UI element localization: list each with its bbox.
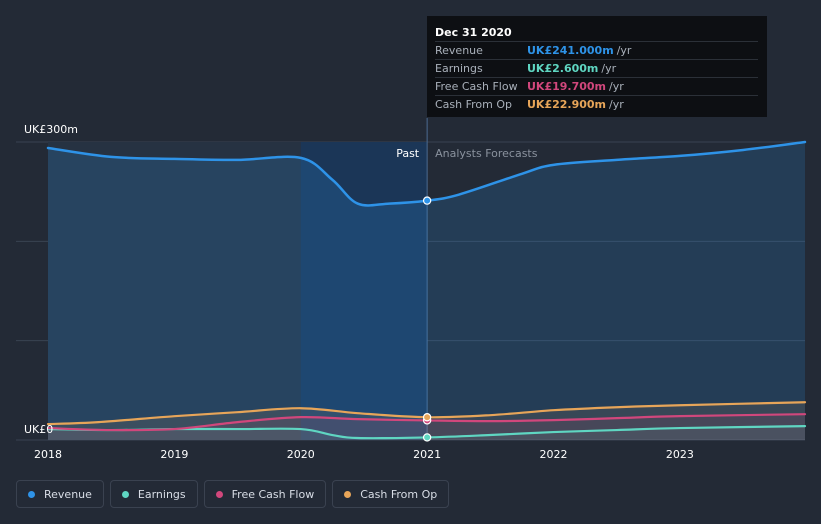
x-tick-label: 2019 xyxy=(160,448,188,461)
cash-from-op-line xyxy=(46,401,807,426)
revenue-line xyxy=(46,140,807,207)
tooltip-date: Dec 31 2020 xyxy=(435,26,512,39)
legend-item-revenue[interactable]: Revenue xyxy=(16,480,104,508)
tooltip-row: Cash From Op UK£22.900m/yr xyxy=(435,95,758,113)
chart-labels: UK£300m UK£0 2018 2019 2020 2021 2022 2023 Past A… xyxy=(24,123,694,461)
tooltip-row-name: Free Cash Flow xyxy=(435,80,518,93)
tooltip-row-unit: /yr xyxy=(601,62,617,75)
tooltip-row-value: UK£241.000m xyxy=(527,44,614,57)
tooltip-row-name: Revenue xyxy=(435,44,483,57)
highlight-band xyxy=(300,142,428,440)
hover-tooltip: Dec 31 2020 Revenue UK£241.000m/yr Earning… xyxy=(427,16,767,117)
chart-legend: Revenue Earnings Free Cash Flow Cash From O… xyxy=(16,480,450,508)
cash-from-op-marker[interactable] xyxy=(422,413,432,422)
legend-dot-icon xyxy=(215,490,223,498)
tooltip-row-value: UK£22.900m xyxy=(527,98,607,111)
legend-label: Cash From Op xyxy=(360,487,438,501)
legend-label: Revenue xyxy=(44,487,92,501)
legend-item-free-cash-flow[interactable]: Free Cash Flow xyxy=(203,480,327,508)
tooltip-row-unit: /yr xyxy=(609,98,624,111)
y-tick-label-zero: UK£0 xyxy=(24,423,53,436)
legend-dot-icon xyxy=(121,490,129,498)
legend-item-cash-from-op[interactable]: Cash From Op xyxy=(332,480,450,508)
earnings-marker[interactable] xyxy=(422,433,432,442)
x-tick-label: 2018 xyxy=(34,448,62,461)
free-cash-flow-area xyxy=(48,414,805,440)
tooltip-row-unit: /yr xyxy=(609,80,624,93)
tooltip-row-value: UK£19.700m xyxy=(527,80,607,93)
tooltip-row-value: UK£2.600m xyxy=(527,62,599,75)
forecast-label: Analysts Forecasts xyxy=(435,147,538,160)
tooltip-rows: Revenue UK£241.000m/yr Earnings UK£2.600m/y… xyxy=(435,41,758,113)
x-tick-label: 2020 xyxy=(287,448,315,461)
chart-lines xyxy=(46,140,807,440)
free-cash-flow-line xyxy=(46,413,807,432)
legend-label: Free Cash Flow xyxy=(231,487,315,501)
x-tick-label: 2022 xyxy=(540,448,568,461)
tooltip-row: Revenue UK£241.000m/yr xyxy=(435,41,758,59)
x-tick-label: 2023 xyxy=(666,448,694,461)
chart-bands xyxy=(48,118,428,440)
past-label: Past xyxy=(396,147,420,160)
chart-markers xyxy=(422,196,432,442)
legend-dot-icon xyxy=(28,490,35,498)
legend-dot-icon xyxy=(344,490,352,498)
revenue-area xyxy=(48,142,805,440)
legend-label: Earnings xyxy=(137,487,186,501)
y-tick-label-top: UK£300m xyxy=(24,123,78,136)
tooltip-row-name: Cash From Op xyxy=(435,98,513,111)
revenue-marker[interactable] xyxy=(422,196,432,205)
legend-item-earnings[interactable]: Earnings xyxy=(109,480,198,508)
x-tick-label: 2021 xyxy=(413,448,441,461)
tooltip-row: Free Cash Flow UK£19.700m/yr xyxy=(435,77,758,95)
tooltip-row: Earnings UK£2.600m/yr xyxy=(435,59,758,77)
tooltip-row-name: Earnings xyxy=(435,62,483,75)
tooltip-row-unit: /yr xyxy=(616,44,632,57)
